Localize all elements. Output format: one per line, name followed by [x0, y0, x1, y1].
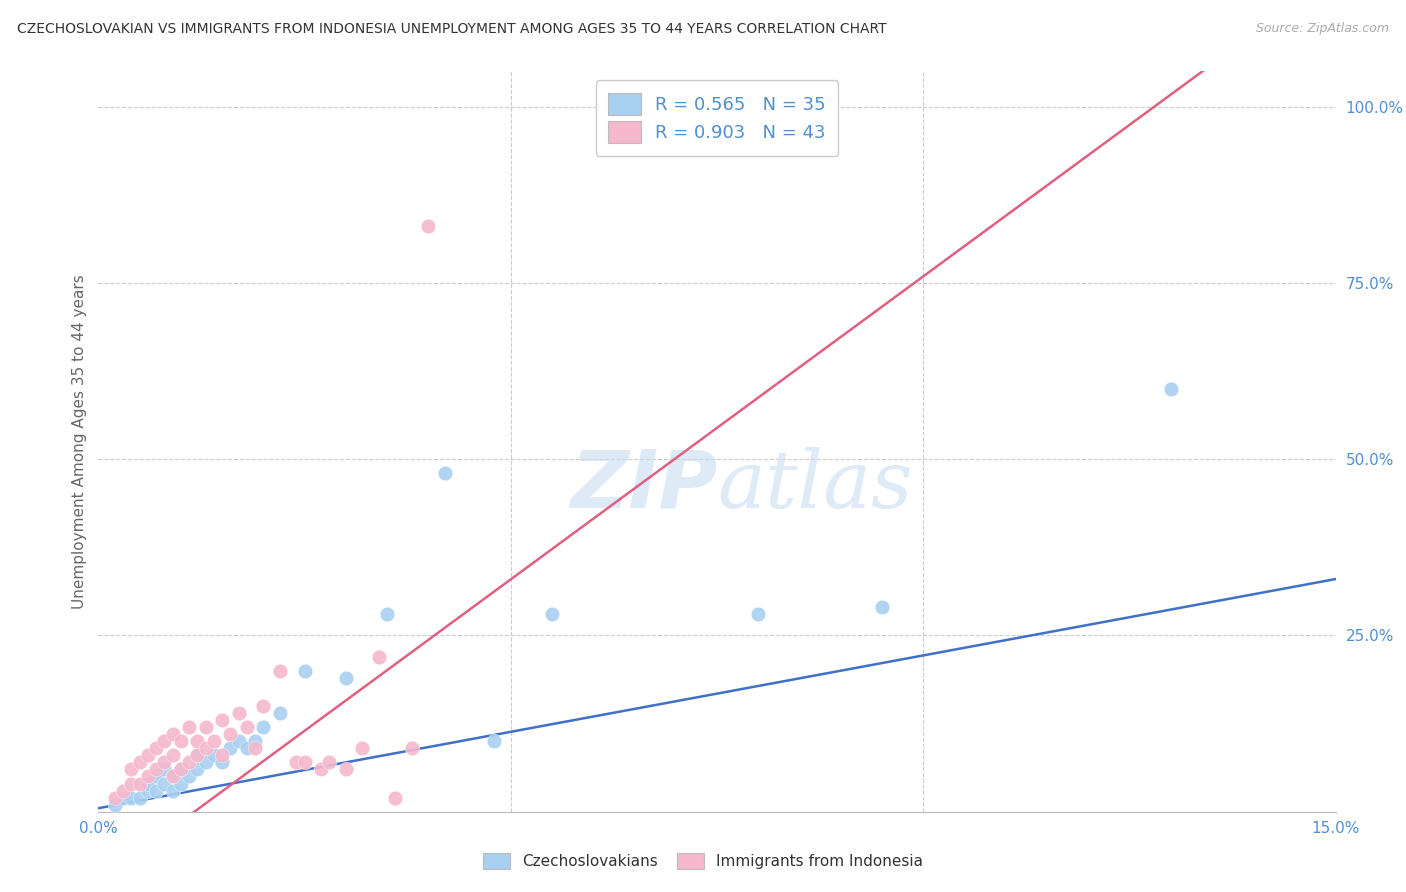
- Point: [252, 720, 274, 734]
- Point: [252, 698, 274, 713]
- Point: [120, 763, 142, 777]
- Point: [136, 748, 159, 763]
- Point: [433, 467, 456, 481]
- Point: [228, 706, 250, 720]
- Text: ZIP: ZIP: [569, 447, 717, 525]
- Legend: R = 0.565   N = 35, R = 0.903   N = 43: R = 0.565 N = 35, R = 0.903 N = 43: [596, 80, 838, 156]
- Point: [335, 671, 357, 685]
- Point: [269, 664, 291, 678]
- Point: [186, 734, 208, 748]
- Point: [170, 734, 193, 748]
- Point: [153, 734, 176, 748]
- Point: [243, 734, 266, 748]
- Y-axis label: Unemployment Among Ages 35 to 44 years: Unemployment Among Ages 35 to 44 years: [72, 274, 87, 609]
- Point: [401, 741, 423, 756]
- Point: [236, 720, 259, 734]
- Point: [170, 763, 193, 777]
- Legend: Czechoslovakians, Immigrants from Indonesia: Czechoslovakians, Immigrants from Indone…: [477, 847, 929, 875]
- Point: [384, 790, 406, 805]
- Point: [599, 86, 621, 100]
- Point: [309, 763, 332, 777]
- Point: [294, 664, 316, 678]
- Point: [136, 776, 159, 790]
- Point: [418, 219, 440, 234]
- Point: [104, 790, 127, 805]
- Point: [162, 783, 184, 797]
- Point: [145, 769, 167, 783]
- Point: [170, 776, 193, 790]
- Point: [104, 797, 127, 812]
- Text: atlas: atlas: [717, 447, 912, 524]
- Point: [870, 600, 893, 615]
- Text: Source: ZipAtlas.com: Source: ZipAtlas.com: [1256, 22, 1389, 36]
- Point: [202, 748, 225, 763]
- Point: [211, 748, 233, 763]
- Point: [219, 727, 242, 741]
- Point: [211, 713, 233, 727]
- Point: [112, 790, 135, 805]
- Point: [285, 756, 308, 770]
- Point: [112, 783, 135, 797]
- Point: [153, 756, 176, 770]
- Point: [186, 748, 208, 763]
- Point: [162, 769, 184, 783]
- Point: [294, 756, 316, 770]
- Point: [153, 776, 176, 790]
- Point: [179, 720, 201, 734]
- Point: [236, 741, 259, 756]
- Point: [186, 763, 208, 777]
- Point: [194, 720, 217, 734]
- Point: [228, 734, 250, 748]
- Point: [145, 763, 167, 777]
- Point: [120, 790, 142, 805]
- Point: [153, 763, 176, 777]
- Text: CZECHOSLOVAKIAN VS IMMIGRANTS FROM INDONESIA UNEMPLOYMENT AMONG AGES 35 TO 44 YE: CZECHOSLOVAKIAN VS IMMIGRANTS FROM INDON…: [17, 22, 887, 37]
- Point: [145, 783, 167, 797]
- Point: [194, 756, 217, 770]
- Point: [367, 649, 389, 664]
- Point: [136, 769, 159, 783]
- Point: [352, 741, 374, 756]
- Point: [120, 776, 142, 790]
- Point: [186, 748, 208, 763]
- Point: [747, 607, 769, 622]
- Point: [269, 706, 291, 720]
- Point: [170, 763, 193, 777]
- Point: [318, 756, 340, 770]
- Point: [219, 741, 242, 756]
- Point: [128, 790, 150, 805]
- Point: [179, 769, 201, 783]
- Point: [162, 727, 184, 741]
- Point: [162, 748, 184, 763]
- Point: [375, 607, 398, 622]
- Point: [162, 769, 184, 783]
- Point: [128, 756, 150, 770]
- Point: [128, 776, 150, 790]
- Point: [211, 756, 233, 770]
- Point: [484, 734, 506, 748]
- Point: [1160, 382, 1182, 396]
- Point: [145, 741, 167, 756]
- Point: [243, 741, 266, 756]
- Point: [335, 763, 357, 777]
- Point: [194, 741, 217, 756]
- Point: [179, 756, 201, 770]
- Point: [136, 783, 159, 797]
- Point: [202, 734, 225, 748]
- Point: [541, 607, 564, 622]
